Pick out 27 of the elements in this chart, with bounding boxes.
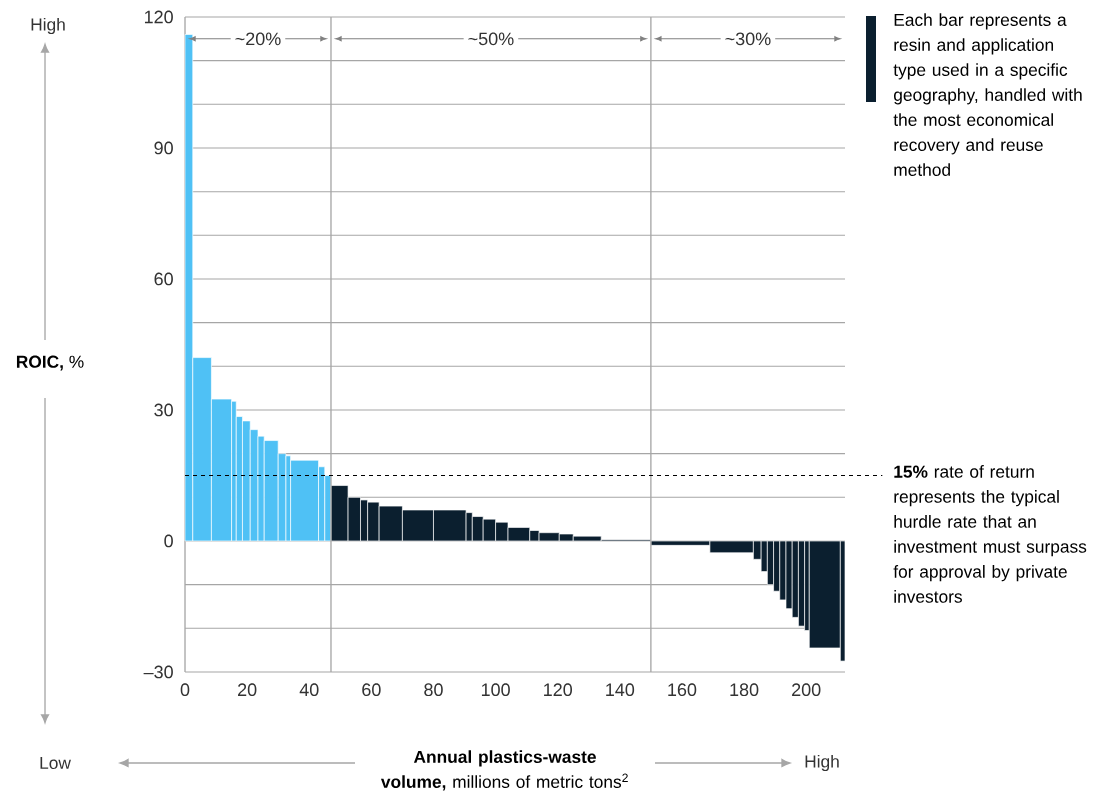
x-tick-label: 200 [792,683,821,697]
y-tick-label: 60 [154,272,173,286]
y-tick-label: 90 [154,141,173,155]
y-tick-label: 0 [164,534,173,548]
text: Low [40,756,71,770]
x-tick-label: 0 [180,683,190,697]
annotation: ~20% [235,32,281,46]
x-tick-label: 140 [606,683,635,697]
x-tick-label: 40 [299,683,319,697]
annotation: ~30% [725,32,771,46]
x-tick-label: 80 [424,683,443,697]
x-tick-label: 20 [238,683,257,697]
x-tick-label: 60 [362,683,381,697]
ref-line-label: 15% rate of return represents the typical hurdle rate that an investment must surpass for approval by private investors [893,465,1087,603]
y-tick-label: –30 [143,665,173,679]
text: Each bar represents a resin and application type used in a specific geography, handled with the most economical recovery and reuse method [893,13,1082,176]
text: High [805,754,839,772]
text: High [31,17,65,35]
x-tick-label: 160 [668,683,697,697]
annotation: ~50% [468,32,514,46]
x-tick-label: 180 [730,683,759,697]
y-axis-title: ROIC, % [16,355,84,371]
x-tick-label: 120 [544,683,573,697]
y-tick-label: 120 [144,10,173,24]
x-tick-label: 100 [481,683,510,697]
y-tick-label: 30 [154,403,173,417]
x-axis-title: Annual plastics-waste volume, millions of metric tons$^{2}$ [380,750,628,791]
